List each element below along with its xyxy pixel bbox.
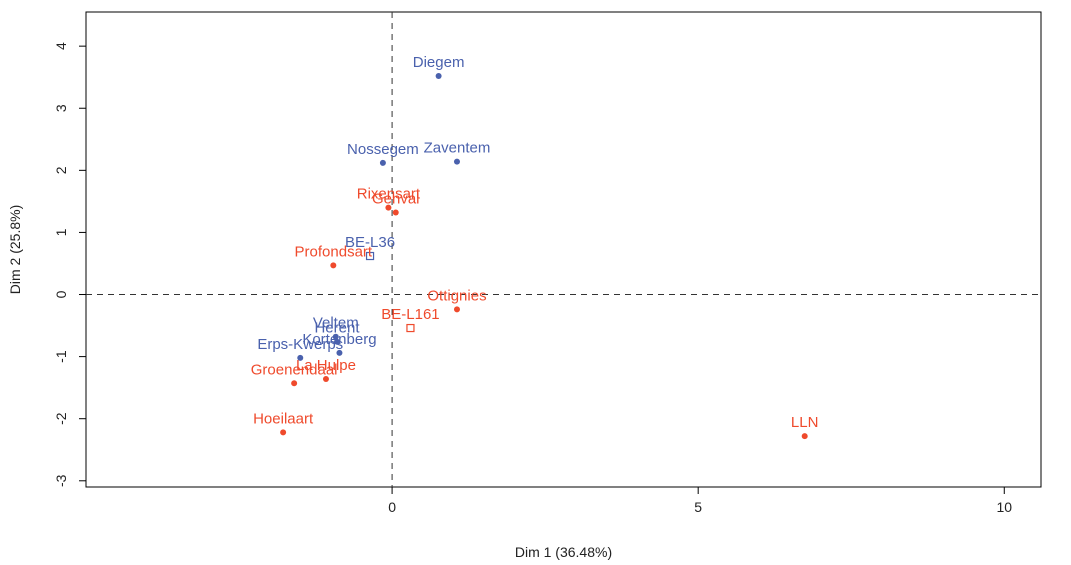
y-axis: -3 -2 -1 0 1 2 3 4 (53, 42, 86, 487)
x-axis: 0 5 10 (388, 487, 1012, 515)
point-lln (801, 433, 808, 440)
y-tick-label: 0 (53, 290, 69, 298)
point-nossegem (379, 159, 386, 166)
label-genval: Genval (372, 191, 420, 208)
y-tick-label: 4 (53, 42, 69, 50)
point-be-l161 (406, 323, 415, 333)
point-profondsart (330, 262, 337, 269)
label-groenendaal: Groenendaal (251, 361, 338, 378)
label-erps-kwerps: Erps-Kwerps (257, 336, 343, 353)
points-layer (280, 72, 808, 440)
point-groenendaal (291, 380, 298, 387)
point-herent (333, 338, 340, 345)
x-tick-label: 5 (694, 499, 702, 515)
y-tick-label: -2 (53, 412, 69, 425)
point-diegem (435, 72, 442, 79)
x-axis-title: Dim 1 (36.48%) (515, 544, 612, 560)
x-tick-label: 10 (996, 499, 1012, 515)
point-veltem (332, 333, 339, 340)
point-genval (392, 209, 399, 216)
point-zaventem (453, 158, 460, 165)
point-erps-kwerps (297, 354, 304, 361)
labels-layer: Diegem Nossegem Zaventem VeltemHerentKorten… (251, 54, 819, 431)
label-la-hulpe: La Hulpe (296, 357, 356, 374)
y-tick-label: -3 (53, 474, 69, 487)
point-rixensart (385, 204, 392, 211)
label-lln: LLN (791, 414, 819, 431)
y-tick-label: 1 (53, 228, 69, 236)
y-axis-title: Dim 2 (25.8%) (7, 205, 23, 294)
x-tick-label: 0 (388, 499, 396, 515)
point-la-hulpe (322, 375, 329, 382)
label-diegem: Diegem (413, 54, 465, 71)
point-ottignies (453, 306, 460, 313)
label-be-l161: BE-L161 (381, 306, 439, 323)
y-tick-label: -1 (53, 350, 69, 363)
label-zaventem: Zaventem (424, 140, 491, 157)
label-veltem: Veltem (313, 315, 359, 332)
label-rixensart: Rixensart (357, 186, 421, 203)
label-be-l36: BE-L36 (345, 234, 395, 251)
point-be-l36 (365, 251, 375, 261)
label-profondsart: Profondsart (295, 243, 373, 260)
plot-frame (85, 11, 1042, 488)
y-tick-label: 3 (53, 104, 69, 112)
label-kortenberg: Kortenberg (302, 331, 376, 348)
label-hoeilaart: Hoeilaart (253, 410, 314, 427)
label-nossegem: Nossegem (347, 141, 419, 158)
y-tick-label: 2 (53, 166, 69, 174)
point-hoeilaart (280, 429, 287, 436)
point-kortenberg (336, 349, 343, 356)
label-herent: Herent (314, 320, 360, 337)
label-ottignies: Ottignies (427, 287, 486, 304)
